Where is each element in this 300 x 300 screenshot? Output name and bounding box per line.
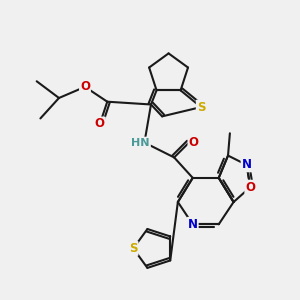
Text: HN: HN <box>131 138 150 148</box>
Text: N: N <box>188 218 198 231</box>
Text: O: O <box>188 136 199 149</box>
Text: O: O <box>80 80 90 93</box>
Text: S: S <box>197 100 205 114</box>
Text: O: O <box>245 181 255 194</box>
Text: O: O <box>95 118 105 130</box>
Text: N: N <box>242 158 252 171</box>
Text: S: S <box>129 242 137 255</box>
